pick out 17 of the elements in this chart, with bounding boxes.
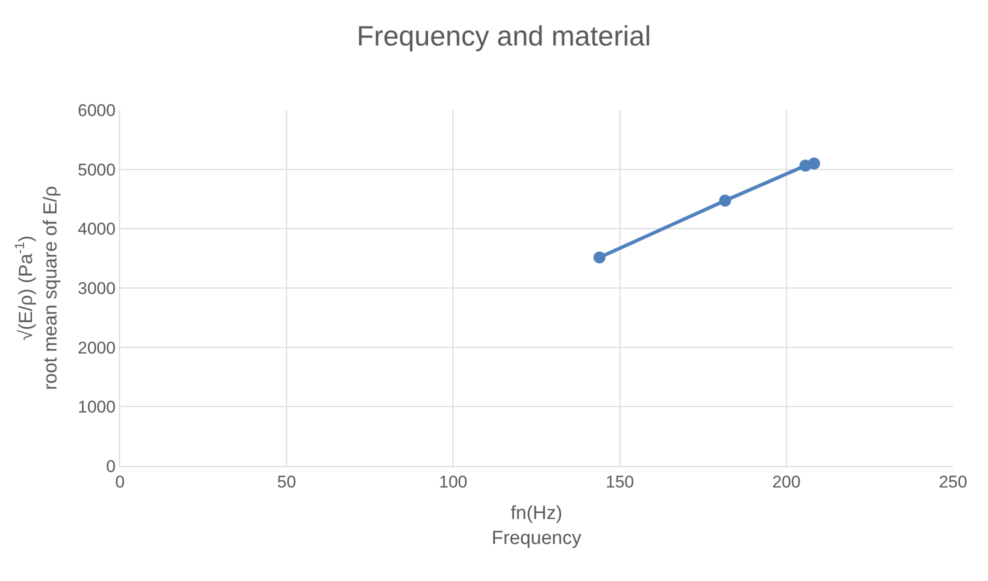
point: [593, 251, 606, 264]
x-tick-label: 100: [439, 472, 468, 492]
y-tick-label: 4000: [78, 220, 116, 239]
point: [808, 158, 820, 170]
x-axis-title: fn(Hz) Frequency: [492, 503, 582, 549]
x-tick-label: 150: [606, 472, 634, 492]
x-tick-label: 200: [772, 472, 801, 492]
chart-title: Frequency and material: [356, 20, 651, 52]
y-tick-label: 5000: [78, 160, 116, 180]
y-tick-label: 3000: [78, 278, 116, 298]
y-tick-label: 1000: [78, 398, 116, 417]
y-tick-label: 0: [106, 456, 116, 476]
x-tick-label: 250: [938, 472, 968, 492]
y-tick-label: 2000: [78, 338, 116, 358]
x-tick-label: 50: [277, 472, 296, 492]
point: [719, 194, 732, 207]
y-tick-label: 6000: [78, 100, 116, 120]
